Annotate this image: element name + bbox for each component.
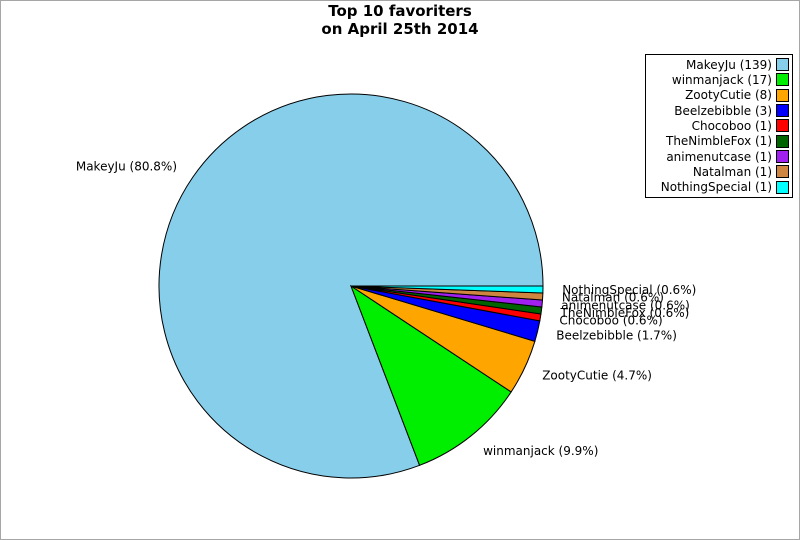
slice-label-TheNimbleFox: TheNimbleFox (0.6%) bbox=[560, 306, 690, 320]
chart-title-line2: on April 25th 2014 bbox=[321, 19, 479, 38]
pie-slice-NothingSpecial bbox=[350, 285, 544, 294]
chart-title-line1: Top 10 favoriters bbox=[328, 2, 472, 20]
slice-label-animenutcase: animenutcase (0.6%) bbox=[561, 298, 690, 312]
legend-item-NothingSpecial: NothingSpecial (1) bbox=[649, 180, 789, 195]
legend-color-swatch bbox=[776, 119, 789, 133]
legend-item-Chocoboo: Chocoboo (1) bbox=[649, 118, 789, 133]
legend-label: MakeyJu (139) bbox=[686, 57, 772, 72]
legend-label: winmanjack (17) bbox=[671, 72, 772, 87]
legend-item-MakeyJu: MakeyJu (139) bbox=[649, 57, 789, 72]
slice-label-NothingSpecial: NothingSpecial (0.6%) bbox=[562, 283, 696, 297]
legend-item-TheNimbleFox: TheNimbleFox (1) bbox=[649, 134, 789, 149]
legend-label: NothingSpecial (1) bbox=[660, 180, 772, 195]
legend-color-swatch bbox=[776, 58, 789, 72]
legend-label: ZootyCutie (8) bbox=[685, 88, 772, 103]
slice-label-ZootyCutie: ZootyCutie (4.7%) bbox=[542, 369, 652, 383]
slice-label-Natalman: Natalman (0.6%) bbox=[562, 291, 664, 305]
pie-slice-MakeyJu bbox=[158, 93, 544, 479]
legend-color-swatch bbox=[776, 88, 789, 102]
legend-item-Beelzebibble: Beelzebibble (3) bbox=[649, 103, 789, 118]
legend-label: Chocoboo (1) bbox=[691, 118, 772, 133]
chart-title: Top 10 favoriters on April 25th 2014 bbox=[1, 2, 799, 38]
legend-color-swatch bbox=[776, 180, 789, 194]
legend-color-swatch bbox=[776, 73, 789, 87]
legend-label: Natalman (1) bbox=[692, 164, 772, 179]
legend-label: animenutcase (1) bbox=[666, 149, 772, 164]
slice-label-MakeyJu: MakeyJu (80.8%) bbox=[76, 159, 177, 173]
slice-label-Beelzebibble: Beelzebibble (1.7%) bbox=[556, 329, 677, 343]
legend-color-swatch bbox=[776, 165, 789, 179]
slice-label-Chocoboo: Chocoboo (0.6%) bbox=[559, 314, 662, 328]
legend-label: Beelzebibble (3) bbox=[674, 103, 772, 118]
legend-item-winmanjack: winmanjack (17) bbox=[649, 72, 789, 87]
legend-color-swatch bbox=[776, 134, 789, 148]
legend-label: TheNimbleFox (1) bbox=[665, 134, 772, 149]
legend-item-ZootyCutie: ZootyCutie (8) bbox=[649, 88, 789, 103]
legend-color-swatch bbox=[776, 150, 789, 164]
legend-item-Natalman: Natalman (1) bbox=[649, 164, 789, 179]
legend-item-animenutcase: animenutcase (1) bbox=[649, 149, 789, 164]
legend-color-swatch bbox=[776, 104, 789, 118]
legend: MakeyJu (139) winmanjack (17) ZootyCutie (… bbox=[645, 54, 793, 198]
pie-slice-winmanjack bbox=[349, 284, 512, 466]
slice-label-winmanjack: winmanjack (9.9%) bbox=[483, 444, 598, 458]
